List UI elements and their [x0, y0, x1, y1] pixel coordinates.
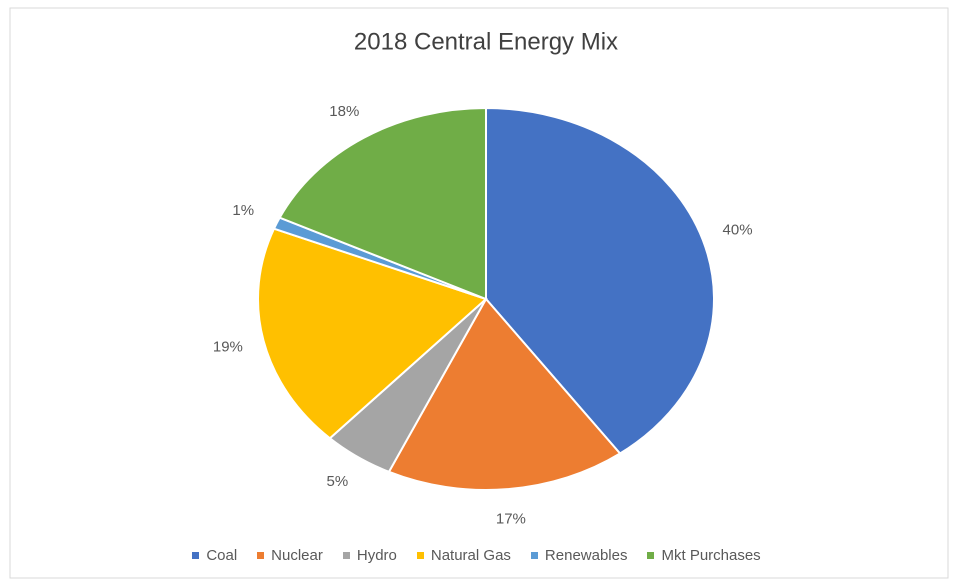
legend-item: Natural Gas — [416, 547, 511, 564]
legend-swatch — [530, 552, 538, 559]
data-label: 18% — [329, 103, 359, 120]
legend-item: Renewables — [530, 547, 628, 564]
legend-label: Nuclear — [271, 547, 323, 564]
pie-slice — [278, 106, 487, 301]
data-label: 40% — [723, 222, 753, 239]
legend-swatch — [257, 552, 265, 559]
legend-item: Nuclear — [257, 547, 323, 564]
legend-label: Coal — [206, 547, 238, 564]
legend-item: Mkt Purchases — [647, 547, 761, 564]
data-label: 19% — [213, 338, 243, 355]
chart-title: 2018 Central Energy Mix — [354, 28, 618, 55]
data-label: 1% — [232, 202, 254, 219]
legend-swatch — [416, 552, 424, 559]
data-label: 5% — [326, 473, 348, 490]
legend-label: Mkt Purchases — [661, 547, 761, 564]
legend-label: Natural Gas — [430, 547, 511, 564]
data-label: 17% — [496, 511, 526, 528]
pie-slice — [485, 106, 715, 455]
legend-label: Renewables — [544, 547, 628, 564]
legend-swatch — [342, 552, 350, 559]
legend-label: Hydro — [356, 547, 397, 564]
legend-swatch — [647, 552, 655, 559]
legend: Coal Nuclear Hydro Natural Gas Renewables Mkt… — [0, 547, 953, 564]
legend-item: Hydro — [342, 547, 397, 564]
legend-item: Coal — [192, 547, 237, 564]
pie-slice — [387, 297, 622, 491]
legend-swatch — [192, 552, 200, 559]
